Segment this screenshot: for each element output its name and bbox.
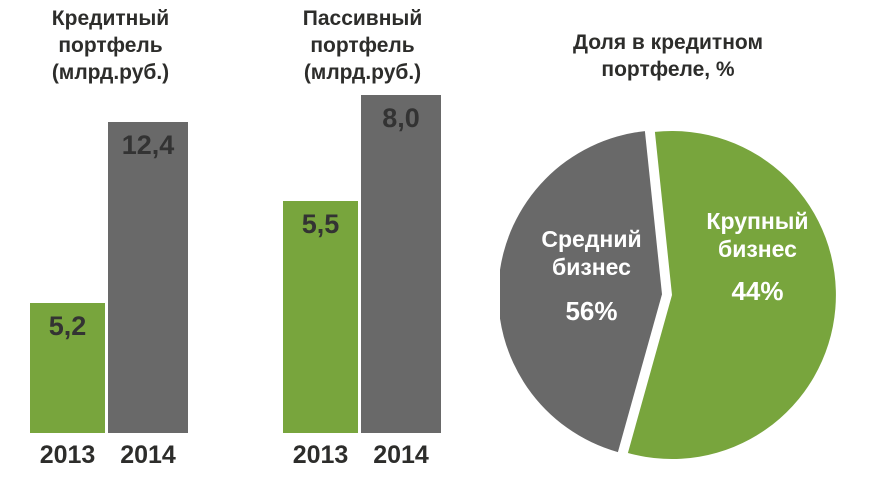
credit-bar-2014: 12,4 — [108, 122, 188, 433]
passive-portfolio-title: Пассивный портфель (млрд.руб.) — [302, 7, 423, 84]
bar-value-label: 12,4 — [121, 130, 175, 160]
pie-svg — [500, 131, 836, 460]
x-axis-label-2013: 2013 — [292, 441, 349, 469]
credit-bar-2013: 5,2 — [30, 303, 105, 433]
bar-group-2013: 5,2 2013 — [30, 303, 105, 470]
passive-bar-2014: 8,0 — [361, 95, 441, 433]
pie-slice-large-business — [500, 131, 662, 453]
credit-portfolio-bars: 5,2 2013 12,4 2014 — [30, 122, 188, 470]
pie-slice-medium-business — [627, 131, 836, 460]
x-axis-label-2014: 2014 — [373, 441, 429, 469]
passive-bar-2013: 5,5 — [283, 201, 358, 433]
bar-group-2014: 12,4 2014 — [108, 122, 188, 470]
x-axis-label-2013: 2013 — [39, 441, 96, 469]
bar-value-label: 8,0 — [382, 103, 420, 133]
pie-pct-medium-business: 56% — [565, 296, 618, 326]
bar-value-label: 5,5 — [301, 209, 340, 239]
x-axis-label-2014: 2014 — [120, 441, 176, 469]
credit-portfolio-title: Кредитный портфель (млрд.руб.) — [51, 7, 170, 84]
pie-label-large-business: Крупный бизнес — [706, 208, 809, 262]
passive-portfolio-bars: 5,5 2013 8,0 2014 — [283, 95, 441, 470]
pie-pct-large-business: 44% — [731, 276, 784, 306]
pie-chart-title: Доля в кредитном портфеле, % — [572, 31, 763, 81]
bar-group-2013: 5,5 2013 — [283, 201, 358, 470]
bar-group-2014: 8,0 2014 — [361, 95, 441, 470]
bar-value-label: 5,2 — [48, 311, 87, 341]
pie-label-medium-business: Средний бизнес — [541, 226, 642, 280]
